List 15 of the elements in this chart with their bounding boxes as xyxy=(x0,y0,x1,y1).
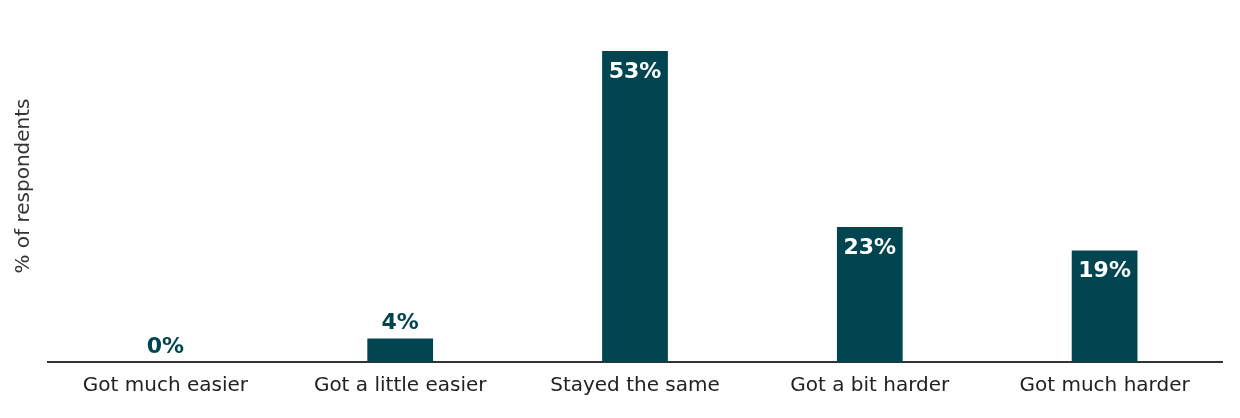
x-tick-label: Got much harder xyxy=(1019,372,1191,397)
data-label: 4% xyxy=(381,309,419,335)
bar xyxy=(602,51,668,362)
x-tick-label: Got a bit harder xyxy=(790,372,951,397)
bar xyxy=(367,338,434,362)
x-tick-label: Got a little easier xyxy=(313,372,488,397)
data-label: 0% xyxy=(146,332,185,358)
bar xyxy=(1071,250,1138,362)
x-tick-label: Stayed the same xyxy=(550,372,720,397)
data-label: 19% xyxy=(1078,257,1131,283)
x-tick-label: Got much easier xyxy=(82,372,249,397)
y-axis-title: % of respondents xyxy=(10,98,35,274)
data-label: 53% xyxy=(608,57,662,83)
data-label: 23% xyxy=(843,233,897,259)
bar xyxy=(836,227,903,362)
